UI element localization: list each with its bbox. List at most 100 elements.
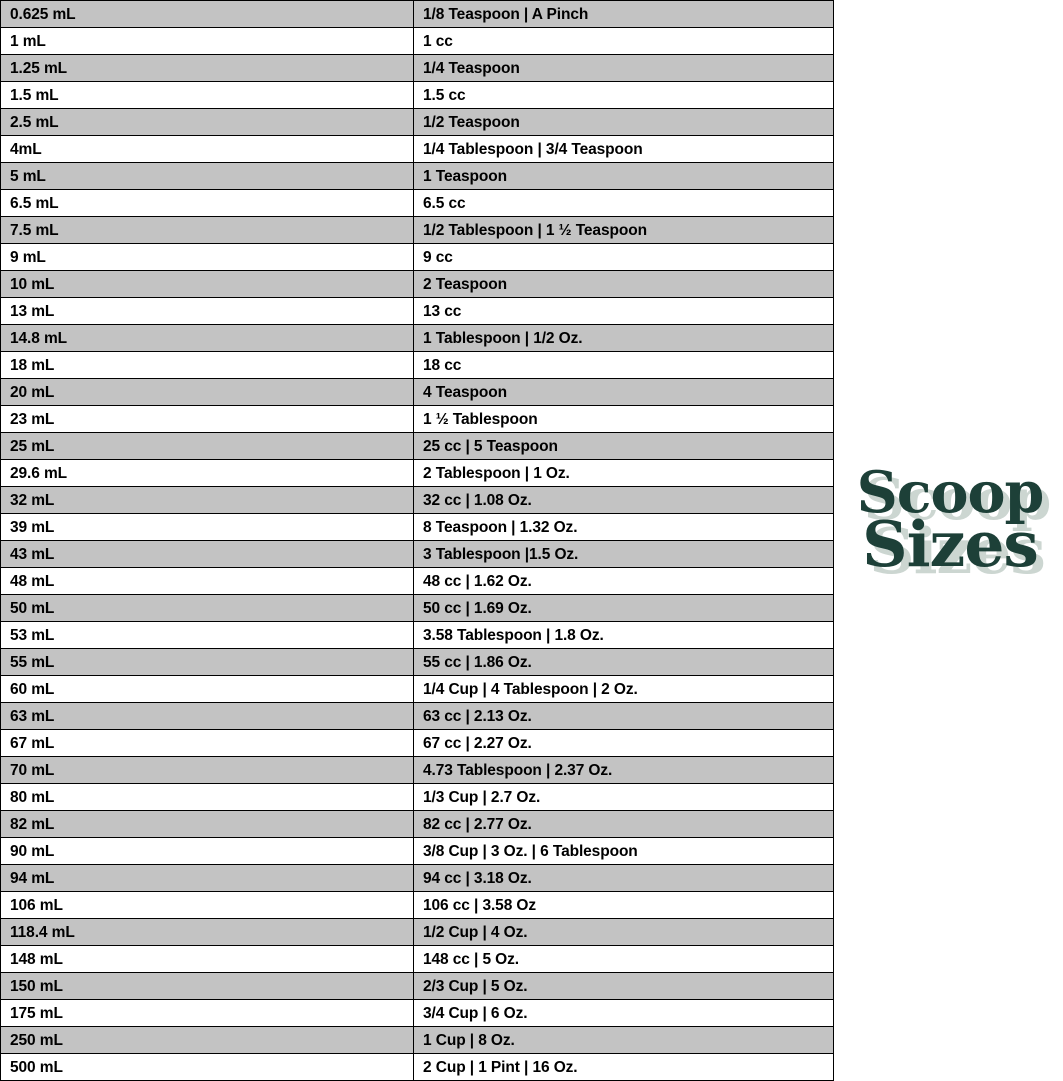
- cell-equivalent: 2 Cup | 1 Pint | 16 Oz.: [413, 1053, 834, 1081]
- table-row: 250 mL 1 Cup | 8 Oz.: [0, 1026, 834, 1054]
- cell-milliliters: 5 mL: [0, 162, 414, 190]
- cell-equivalent: 63 cc | 2.13 Oz.: [413, 702, 834, 730]
- cell-milliliters: 55 mL: [0, 648, 414, 676]
- cell-milliliters: 29.6 mL: [0, 459, 414, 487]
- cell-milliliters: 50 mL: [0, 594, 414, 622]
- cell-milliliters: 7.5 mL: [0, 216, 414, 244]
- cell-equivalent: 3 Tablespoon |1.5 Oz.: [413, 540, 834, 568]
- table-row: 9 mL 9 cc: [0, 243, 834, 271]
- cell-milliliters: 150 mL: [0, 972, 414, 1000]
- table-row: 150 mL 2/3 Cup | 5 Oz.: [0, 972, 834, 1000]
- cell-milliliters: 250 mL: [0, 1026, 414, 1054]
- cell-equivalent: 1 cc: [413, 27, 834, 55]
- cell-milliliters: 500 mL: [0, 1053, 414, 1081]
- cell-equivalent: 1/3 Cup | 2.7 Oz.: [413, 783, 834, 811]
- cell-equivalent: 1/2 Cup | 4 Oz.: [413, 918, 834, 946]
- table-row: 2.5 mL 1/2 Teaspoon: [0, 108, 834, 136]
- cell-milliliters: 2.5 mL: [0, 108, 414, 136]
- cell-equivalent: 8 Teaspoon | 1.32 Oz.: [413, 513, 834, 541]
- logo-line-sizes: Sizes: [862, 507, 1039, 582]
- cell-milliliters: 1.25 mL: [0, 54, 414, 82]
- cell-milliliters: 82 mL: [0, 810, 414, 838]
- cell-milliliters: 43 mL: [0, 540, 414, 568]
- table-row: 13 mL 13 cc: [0, 297, 834, 325]
- cell-milliliters: 18 mL: [0, 351, 414, 379]
- table-row: 106 mL 106 cc | 3.58 Oz: [0, 891, 834, 919]
- table-row: 1.25 mL 1/4 Teaspoon: [0, 54, 834, 82]
- cell-equivalent: 94 cc | 3.18 Oz.: [413, 864, 834, 892]
- cell-milliliters: 67 mL: [0, 729, 414, 757]
- table-row: 50 mL 50 cc | 1.69 Oz.: [0, 594, 834, 622]
- table-row: 29.6 mL 2 Tablespoon | 1 Oz.: [0, 459, 834, 487]
- table-row: 70 mL 4.73 Tablespoon | 2.37 Oz.: [0, 756, 834, 784]
- cell-equivalent: 9 cc: [413, 243, 834, 271]
- cell-milliliters: 1 mL: [0, 27, 414, 55]
- cell-milliliters: 175 mL: [0, 999, 414, 1027]
- logo-line-scoop: Scoop: [856, 459, 1045, 526]
- table-row: 6.5 mL 6.5 cc: [0, 189, 834, 217]
- cell-milliliters: 48 mL: [0, 567, 414, 595]
- cell-milliliters: 6.5 mL: [0, 189, 414, 217]
- table-row: 94 mL 94 cc | 3.18 Oz.: [0, 864, 834, 892]
- scoop-size-conversion-table: 0.625 mL 1/8 Teaspoon | A Pinch 1 mL 1 cc 1.…: [0, 0, 834, 1081]
- table-row: 43 mL 3 Tablespoon |1.5 Oz.: [0, 540, 834, 568]
- cell-milliliters: 0.625 mL: [0, 0, 414, 28]
- cell-equivalent: 25 cc | 5 Teaspoon: [413, 432, 834, 460]
- cell-equivalent: 32 cc | 1.08 Oz.: [413, 486, 834, 514]
- cell-equivalent: 106 cc | 3.58 Oz: [413, 891, 834, 919]
- cell-milliliters: 60 mL: [0, 675, 414, 703]
- cell-equivalent: 1/4 Tablespoon | 3/4 Teaspoon: [413, 135, 834, 163]
- cell-equivalent: 1 ½ Tablespoon: [413, 405, 834, 433]
- table-row: 1.5 mL 1.5 cc: [0, 81, 834, 109]
- cell-equivalent: 13 cc: [413, 297, 834, 325]
- cell-equivalent: 48 cc | 1.62 Oz.: [413, 567, 834, 595]
- cell-milliliters: 118.4 mL: [0, 918, 414, 946]
- cell-equivalent: 67 cc | 2.27 Oz.: [413, 729, 834, 757]
- table-row: 48 mL 48 cc | 1.62 Oz.: [0, 567, 834, 595]
- cell-milliliters: 39 mL: [0, 513, 414, 541]
- table-row: 53 mL 3.58 Tablespoon | 1.8 Oz.: [0, 621, 834, 649]
- cell-milliliters: 25 mL: [0, 432, 414, 460]
- table-row: 0.625 mL 1/8 Teaspoon | A Pinch: [0, 0, 834, 28]
- cell-milliliters: 90 mL: [0, 837, 414, 865]
- cell-equivalent: 148 cc | 5 Oz.: [413, 945, 834, 973]
- cell-equivalent: 1 Teaspoon: [413, 162, 834, 190]
- cell-equivalent: 1/8 Teaspoon | A Pinch: [413, 0, 834, 28]
- table-row: 10 mL 2 Teaspoon: [0, 270, 834, 298]
- table-row: 60 mL 1/4 Cup | 4 Tablespoon | 2 Oz.: [0, 675, 834, 703]
- cell-equivalent: 1.5 cc: [413, 81, 834, 109]
- table-row: 32 mL 32 cc | 1.08 Oz.: [0, 486, 834, 514]
- cell-equivalent: 3/8 Cup | 3 Oz. | 6 Tablespoon: [413, 837, 834, 865]
- cell-milliliters: 10 mL: [0, 270, 414, 298]
- cell-equivalent: 82 cc | 2.77 Oz.: [413, 810, 834, 838]
- cell-milliliters: 148 mL: [0, 945, 414, 973]
- cell-milliliters: 32 mL: [0, 486, 414, 514]
- cell-equivalent: 50 cc | 1.69 Oz.: [413, 594, 834, 622]
- cell-equivalent: 1/2 Tablespoon | 1 ½ Teaspoon: [413, 216, 834, 244]
- table-row: 25 mL 25 cc | 5 Teaspoon: [0, 432, 834, 460]
- cell-milliliters: 80 mL: [0, 783, 414, 811]
- cell-equivalent: 1 Tablespoon | 1/2 Oz.: [413, 324, 834, 352]
- scoop-sizes-logo: Scoop Sizes: [845, 459, 1055, 582]
- cell-equivalent: 1/4 Teaspoon: [413, 54, 834, 82]
- table-row: 39 mL 8 Teaspoon | 1.32 Oz.: [0, 513, 834, 541]
- table-row: 67 mL 67 cc | 2.27 Oz.: [0, 729, 834, 757]
- cell-milliliters: 53 mL: [0, 621, 414, 649]
- cell-equivalent: 1/4 Cup | 4 Tablespoon | 2 Oz.: [413, 675, 834, 703]
- table-row: 5 mL 1 Teaspoon: [0, 162, 834, 190]
- table-row: 4mL 1/4 Tablespoon | 3/4 Teaspoon: [0, 135, 834, 163]
- cell-equivalent: 3/4 Cup | 6 Oz.: [413, 999, 834, 1027]
- table-row: 20 mL 4 Teaspoon: [0, 378, 834, 406]
- conversion-table-body: 0.625 mL 1/8 Teaspoon | A Pinch 1 mL 1 cc 1.…: [0, 0, 834, 1081]
- cell-milliliters: 63 mL: [0, 702, 414, 730]
- table-row: 148 mL 148 cc | 5 Oz.: [0, 945, 834, 973]
- cell-milliliters: 9 mL: [0, 243, 414, 271]
- cell-milliliters: 70 mL: [0, 756, 414, 784]
- table-row: 14.8 mL 1 Tablespoon | 1/2 Oz.: [0, 324, 834, 352]
- table-row: 90 mL 3/8 Cup | 3 Oz. | 6 Tablespoon: [0, 837, 834, 865]
- cell-equivalent: 2 Teaspoon: [413, 270, 834, 298]
- table-row: 175 mL 3/4 Cup | 6 Oz.: [0, 999, 834, 1027]
- cell-milliliters: 94 mL: [0, 864, 414, 892]
- table-row: 80 mL 1/3 Cup | 2.7 Oz.: [0, 783, 834, 811]
- cell-equivalent: 4 Teaspoon: [413, 378, 834, 406]
